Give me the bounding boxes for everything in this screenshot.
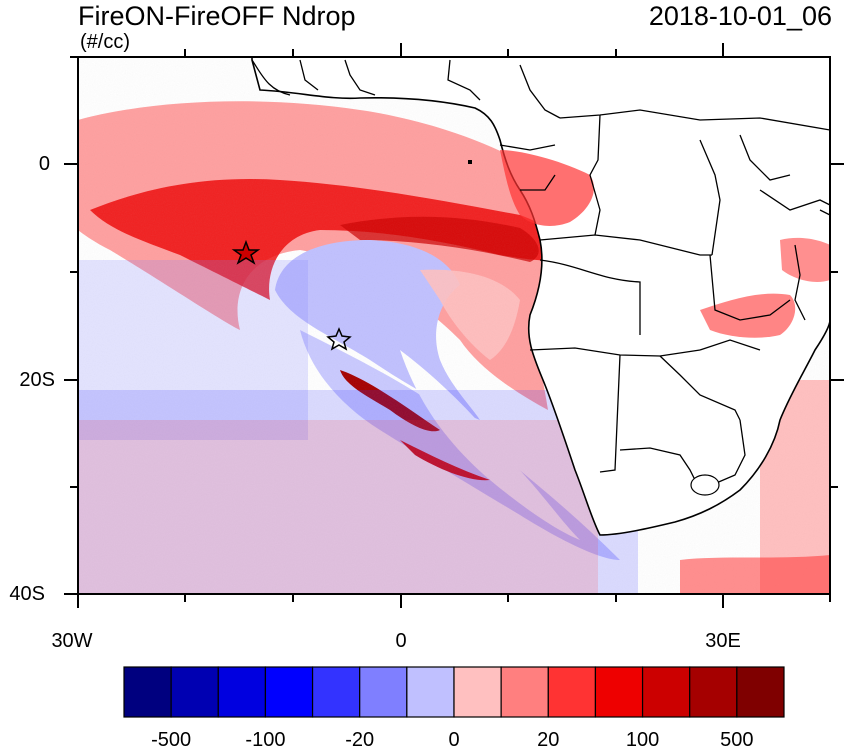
colorbar-label: -100 (245, 729, 286, 751)
land-patch-east (700, 293, 796, 338)
colorbar-label: -20 (345, 729, 375, 751)
africa-land (251, 57, 830, 536)
colorbar-box (123, 666, 172, 718)
valid-time-label: 2018-10-01_06 (648, 1, 832, 31)
y-tick-20s: 20S (19, 369, 55, 391)
filled-star-marker (231, 239, 261, 265)
map-plot-area (78, 57, 830, 594)
colorbar-label: 0 (448, 729, 460, 751)
colorbar-box (170, 666, 219, 718)
map-frame (77, 56, 831, 595)
country-borders (251, 59, 830, 491)
colorbar-box (217, 666, 267, 718)
colorbar-label: 20 (537, 729, 560, 751)
colorbar-box (689, 666, 738, 718)
colorbar-box (264, 666, 314, 718)
land-patch-northeast (780, 237, 830, 282)
units-label: (#/cc) (80, 31, 130, 53)
colorbar-box (736, 666, 785, 718)
x-tick-30e: 30E (705, 630, 741, 652)
colorbar-box (594, 666, 644, 718)
tick-marks (64, 43, 844, 608)
x-tick-0: 0 (395, 630, 407, 652)
colorbar-box (311, 666, 361, 718)
x-tick-30w: 30W (51, 630, 93, 652)
colorbar-box (500, 666, 549, 718)
colorbar (123, 666, 785, 718)
y-tick-0: 0 (38, 153, 50, 175)
colorbar-box (359, 666, 408, 718)
open-star-marker (326, 327, 352, 351)
lesotho-outline (690, 474, 720, 496)
colorbar-label: -500 (151, 729, 192, 751)
colorbar-box (641, 666, 691, 718)
colorbar-box (547, 666, 597, 718)
colorbar-box (453, 666, 502, 718)
colorbar-label: 500 (720, 729, 754, 751)
colorbar-label: 100 (625, 729, 660, 751)
southeast-red-patch (680, 555, 830, 594)
map-title: FireON-FireOFF Ndrop (78, 1, 356, 31)
y-tick-40s: 40S (9, 583, 45, 605)
small-island (468, 160, 472, 164)
colorbar-box (406, 666, 455, 718)
